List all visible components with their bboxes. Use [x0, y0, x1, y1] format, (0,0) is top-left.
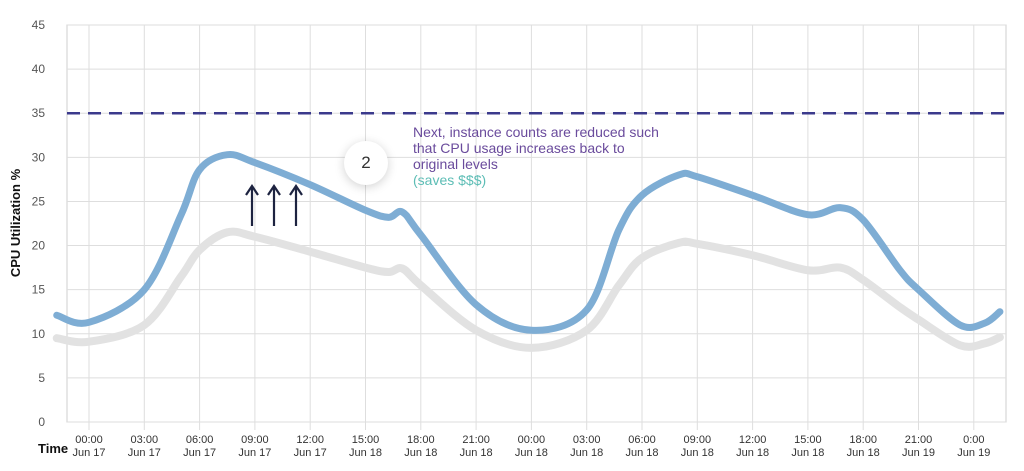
series-line-baseline: [52, 227, 1004, 352]
y-tick-label: 0: [38, 415, 45, 429]
y-tick-label: 30: [32, 150, 46, 164]
x-tick-label: 06:00: [628, 434, 656, 446]
x-tick-label: Jun 17: [238, 447, 271, 459]
y-tick-label: 15: [32, 283, 46, 297]
x-tick-label: 00:00: [518, 434, 546, 446]
arrow-head: [289, 184, 303, 196]
x-tick-label: Jun 18: [515, 447, 548, 459]
x-tick-label: Jun 18: [791, 447, 824, 459]
x-tick-label: 09:00: [241, 434, 269, 446]
x-tick-label: Jun 18: [460, 447, 493, 459]
y-tick-label: 10: [32, 327, 46, 341]
x-tick-label: 00:00: [75, 434, 103, 446]
x-tick-label: 12:00: [739, 434, 767, 446]
annotation-line: original levels: [413, 156, 498, 172]
arrow-head: [245, 184, 259, 196]
x-tick-label: Jun 18: [681, 447, 714, 459]
x-tick-label: 0:00: [963, 434, 984, 446]
x-tick-label: Jun 18: [349, 447, 382, 459]
x-tick-label: 06:00: [186, 434, 214, 446]
x-tick-label: Jun 17: [183, 447, 216, 459]
x-tick-label: Jun 17: [294, 447, 327, 459]
x-tick-label: Jun 18: [625, 447, 658, 459]
arrow-up-icon: [289, 184, 303, 226]
series-line-reduced-instances: [53, 150, 1004, 334]
annotation-line: Next, instance counts are reduced such: [413, 124, 659, 140]
grid: [66, 24, 1007, 430]
x-tick-label: 18:00: [849, 434, 877, 446]
arrows-group: [245, 184, 303, 226]
x-tick-label: 18:00: [407, 434, 435, 446]
x-tick-label: Jun 17: [128, 447, 161, 459]
x-tick-label: 09:00: [684, 434, 712, 446]
y-tick-label: 20: [32, 239, 46, 253]
x-tick-label: 21:00: [462, 434, 490, 446]
x-tick-label: Jun 18: [736, 447, 769, 459]
y-axis: 0 5 10 15 20 25 30 35 40 45: [32, 18, 46, 429]
series-group: [52, 150, 1004, 352]
annotation-savings: (saves $$$): [413, 172, 487, 188]
x-tick-label: 03:00: [131, 434, 159, 446]
annotation: Next, instance counts are reduced such t…: [413, 124, 659, 188]
annotation-line: that CPU usage increases back to: [413, 140, 625, 156]
x-tick-label: Jun 18: [404, 447, 437, 459]
x-tick-label: Jun 17: [72, 447, 105, 459]
x-axis-label: Time: [38, 441, 68, 456]
x-tick-label: 21:00: [905, 434, 933, 446]
y-tick-label: 45: [32, 18, 46, 32]
y-tick-label: 40: [32, 62, 46, 76]
x-tick-label: Jun 18: [847, 447, 880, 459]
arrow-up-icon: [267, 184, 281, 226]
x-tick-label: 15:00: [794, 434, 822, 446]
arrow-up-icon: [245, 184, 259, 226]
x-tick-label: Jun 19: [902, 447, 935, 459]
arrow-head: [267, 184, 281, 196]
y-tick-label: 5: [38, 371, 45, 385]
y-tick-label: 25: [32, 194, 46, 208]
x-tick-label: 03:00: [573, 434, 601, 446]
x-tick-label: 15:00: [352, 434, 380, 446]
y-tick-label: 35: [32, 106, 46, 120]
step-badge: 2: [344, 141, 388, 185]
x-tick-label: Jun 19: [957, 447, 990, 459]
y-axis-label: CPU Utilization %: [8, 168, 23, 277]
x-tick-label: Jun 18: [570, 447, 603, 459]
x-tick-label: 12:00: [296, 434, 324, 446]
